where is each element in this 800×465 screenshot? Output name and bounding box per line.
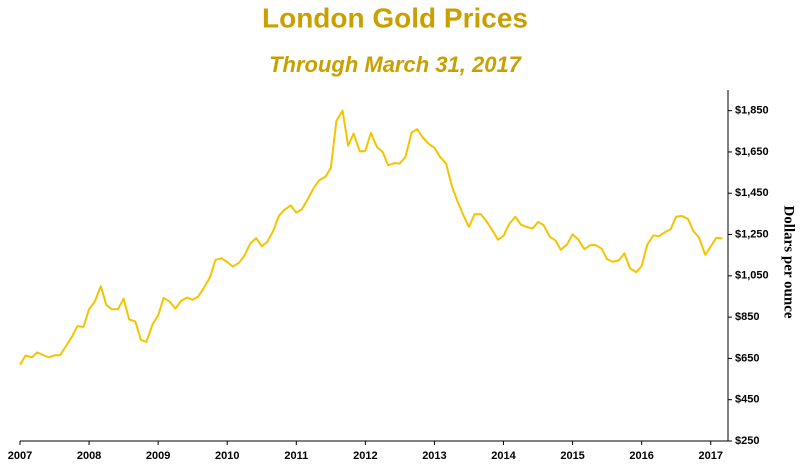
x-tick-label: 2016 <box>629 450 653 462</box>
chart-title: London Gold Prices <box>262 2 528 33</box>
y-tick-label: $1,650 <box>735 146 769 158</box>
x-tick-label: 2014 <box>491 450 516 462</box>
x-tick-label: 2017 <box>698 450 722 462</box>
y-tick-label: $1,450 <box>735 187 769 199</box>
y-axis-label: Dollars per ounce <box>781 205 797 318</box>
y-tick-label: $250 <box>735 435 759 447</box>
x-tick-label: 2011 <box>284 450 308 462</box>
y-tick-label: $450 <box>735 394 759 406</box>
y-tick-label: $1,850 <box>735 105 769 117</box>
chart-subtitle: Through March 31, 2017 <box>269 52 523 77</box>
x-tick-label: 2013 <box>422 450 446 462</box>
x-tick-label: 2008 <box>77 450 101 462</box>
x-tick-label: 2012 <box>353 450 377 462</box>
price-line <box>19 109 723 366</box>
y-tick-label: $1,250 <box>735 228 769 240</box>
x-tick-label: 2015 <box>560 450 584 462</box>
y-tick-label: $650 <box>735 352 759 364</box>
x-tick-label: 2007 <box>8 450 32 462</box>
y-tick-label: $1,050 <box>735 270 769 282</box>
x-tick-label: 2009 <box>146 450 170 462</box>
x-tick-label: 2010 <box>215 450 239 462</box>
y-tick-label: $850 <box>735 311 759 323</box>
